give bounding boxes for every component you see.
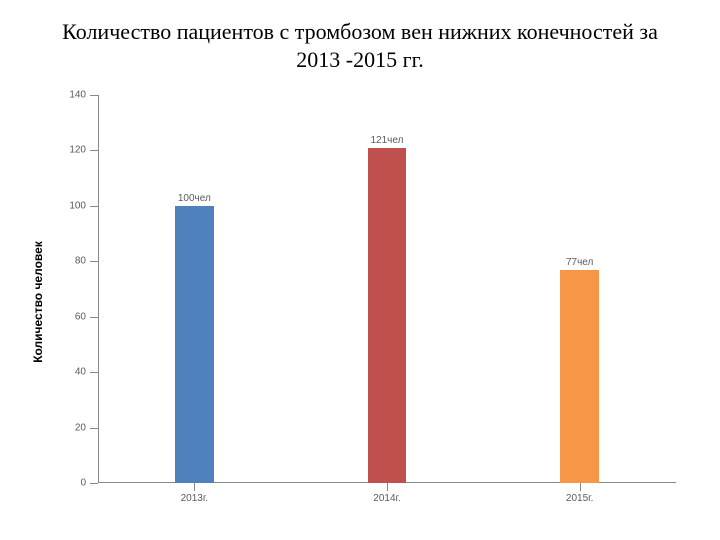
y-tick (90, 372, 98, 373)
x-tick-label: 2015г. (566, 493, 593, 504)
y-tick-label: 60 (75, 311, 86, 322)
title-line-2: 2013 -2015 гг. (296, 47, 423, 72)
y-axis-label: Количество человек (31, 241, 45, 363)
title-line-1: Количество пациентов с тромбозом вен ниж… (62, 19, 658, 44)
y-tick-label: 20 (75, 422, 86, 433)
y-tick (90, 150, 98, 151)
bar: 77чел (560, 270, 599, 483)
y-axis-line (98, 95, 99, 483)
y-tick (90, 428, 98, 429)
x-tick (194, 483, 195, 491)
chart-area: Количество человек 020406080100120140100… (40, 87, 680, 517)
y-tick-label: 40 (75, 367, 86, 378)
x-tick (580, 483, 581, 491)
bar: 100чел (175, 206, 214, 483)
bar: 121чел (368, 148, 407, 483)
bar-value-label: 100чел (178, 193, 211, 204)
y-tick (90, 261, 98, 262)
y-tick-label: 100 (69, 200, 86, 211)
bar-value-label: 77чел (566, 257, 593, 268)
y-tick-label: 0 (80, 478, 86, 489)
y-tick (90, 317, 98, 318)
plot-region: 020406080100120140100чел2013г.121чел2014… (98, 95, 676, 483)
y-tick (90, 95, 98, 96)
x-tick (387, 483, 388, 491)
slide: Количество пациентов с тромбозом вен ниж… (0, 0, 720, 540)
y-tick (90, 206, 98, 207)
bar-value-label: 121чел (371, 135, 404, 146)
y-tick-label: 80 (75, 256, 86, 267)
y-tick-label: 120 (69, 145, 86, 156)
x-tick-label: 2013г. (181, 493, 208, 504)
x-tick-label: 2014г. (373, 493, 400, 504)
y-tick-label: 140 (69, 90, 86, 101)
page-title: Количество пациентов с тромбозом вен ниж… (12, 18, 708, 73)
y-tick (90, 483, 98, 484)
